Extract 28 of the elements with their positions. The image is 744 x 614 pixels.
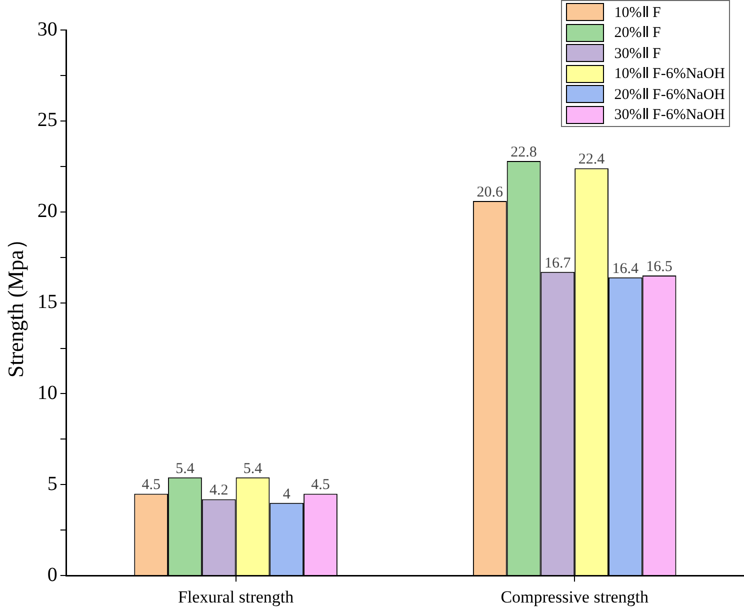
data-label: 22.8	[510, 144, 537, 160]
y-tick-label: 15	[37, 291, 58, 314]
legend-label: 10%Ⅱ F-6%NaOH	[614, 65, 725, 84]
y-tick-label: 25	[37, 109, 58, 132]
data-label: 20.6	[476, 184, 504, 200]
y-tick-label: 30	[37, 18, 58, 40]
y-tick-label: 20	[37, 200, 58, 222]
data-label: 4.2	[209, 482, 228, 499]
x-tick-label: Compressive strength	[500, 587, 649, 606]
legend-label: 10%Ⅱ F	[614, 4, 661, 22]
y-axis-title: Strength (Mpa）	[2, 228, 28, 378]
y-tick-label: 0	[47, 564, 58, 586]
data-label: 5.4	[243, 460, 263, 477]
legend-label: 30%Ⅱ F	[614, 44, 661, 63]
legend-label: 20%Ⅱ F-6%NaOH	[614, 86, 725, 104]
data-label: 16.5	[646, 258, 672, 275]
data-label: 5.4	[176, 460, 195, 477]
data-label: 16.4	[612, 260, 640, 277]
y-tick-label: 10	[37, 382, 58, 404]
data-label: 22.4	[578, 152, 606, 168]
data-label: 4.5	[142, 477, 160, 494]
legend-label: 20%Ⅱ F	[614, 24, 661, 42]
data-label: 16.7	[544, 255, 572, 272]
x-tick-label: Flexural strength	[178, 587, 294, 606]
data-label: 4	[282, 486, 291, 502]
data-label: 4.5	[311, 477, 330, 494]
y-tick-label: 5	[47, 472, 58, 495]
legend-label: 30%Ⅱ F-6%NaOH	[614, 106, 725, 124]
